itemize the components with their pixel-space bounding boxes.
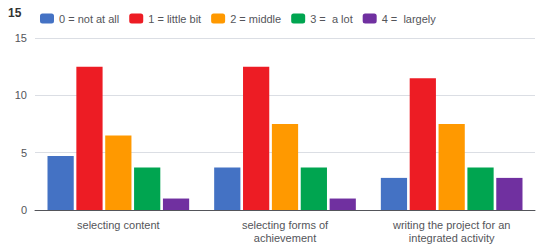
svg-text:15: 15 (8, 6, 22, 20)
svg-text:2 = middle: 2 = middle (230, 13, 281, 25)
svg-text:integrated activity: integrated activity (409, 232, 495, 244)
svg-text:15: 15 (15, 32, 27, 44)
svg-text:selecting forms of: selecting forms of (242, 219, 329, 231)
svg-text:0 = not at all: 0 = not at all (59, 13, 119, 25)
svg-text:0: 0 (21, 204, 27, 216)
svg-text:10: 10 (15, 89, 27, 101)
svg-text:selecting content: selecting content (77, 219, 160, 231)
svg-text:3 = a lot: 3 = a lot (310, 13, 353, 25)
svg-text:1 = little bit: 1 = little bit (148, 13, 201, 25)
svg-text:writing the project for an: writing the project for an (392, 219, 510, 231)
svg-text:achievement: achievement (254, 232, 316, 244)
svg-text:5: 5 (21, 147, 27, 159)
svg-text:4 = largely: 4 = largely (382, 13, 437, 25)
